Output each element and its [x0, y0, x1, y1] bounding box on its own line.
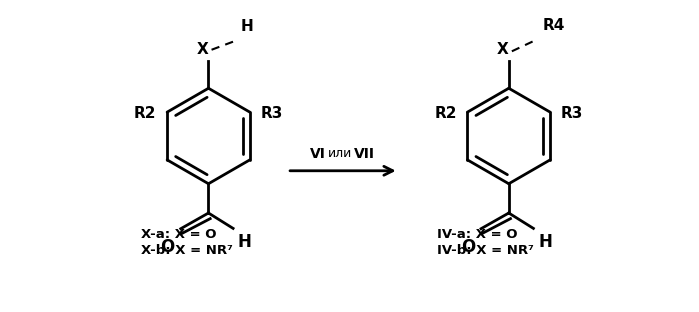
Text: R2: R2: [134, 106, 157, 121]
Text: R3: R3: [261, 106, 283, 121]
Text: R3: R3: [561, 106, 583, 121]
Text: X: X: [196, 42, 208, 57]
Text: H: H: [241, 19, 254, 34]
Text: VII: VII: [354, 147, 375, 161]
Text: R4: R4: [542, 18, 565, 33]
Text: R2: R2: [434, 106, 456, 121]
Text: O: O: [160, 238, 175, 256]
Text: X-a: X = O: X-a: X = O: [141, 228, 217, 241]
Text: VI: VI: [310, 147, 326, 161]
Text: или: или: [328, 147, 352, 160]
Text: X: X: [497, 42, 508, 57]
Text: H: H: [238, 233, 252, 251]
Text: IV-a: X = O: IV-a: X = O: [437, 228, 518, 241]
Text: O: O: [461, 238, 475, 256]
Text: H: H: [538, 233, 552, 251]
Text: IV-b: X = NR⁷: IV-b: X = NR⁷: [437, 244, 534, 257]
Text: X-b: X = NR⁷: X-b: X = NR⁷: [141, 244, 233, 257]
